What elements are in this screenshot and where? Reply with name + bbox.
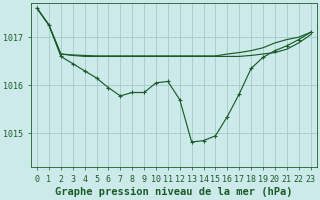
X-axis label: Graphe pression niveau de la mer (hPa): Graphe pression niveau de la mer (hPa) [55, 186, 292, 197]
